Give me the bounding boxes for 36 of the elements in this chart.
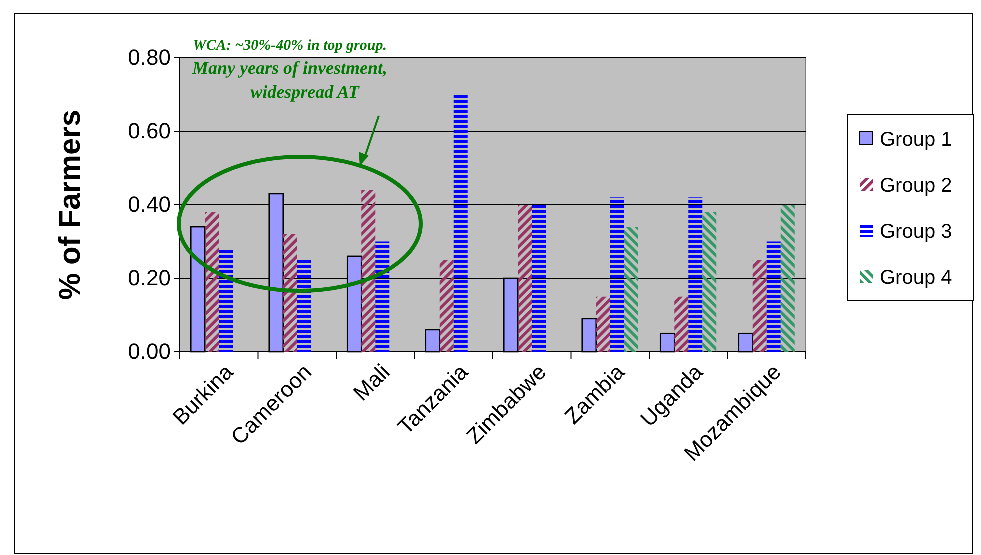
y-tick-label: 0.80 [128, 45, 171, 70]
bar [205, 212, 220, 352]
legend-label: Group 1 [880, 129, 952, 151]
legend-label: Group 4 [880, 267, 952, 289]
legend-label: Group 2 [880, 175, 952, 197]
bar [440, 260, 454, 352]
bar [297, 260, 312, 352]
annotation: widespread AT [250, 82, 360, 102]
bar [454, 94, 468, 352]
y-tick-label: 0.00 [128, 339, 171, 364]
bar [766, 242, 781, 352]
bar [425, 329, 441, 353]
bar [376, 242, 390, 352]
bar [518, 205, 532, 352]
bar [624, 227, 638, 352]
bar [610, 198, 624, 352]
bar [780, 205, 795, 352]
bar [660, 332, 676, 353]
annotation: Many years of investment, [192, 58, 388, 78]
text: WCA: ~30%-40% in top group. [193, 38, 387, 54]
bar [702, 212, 717, 352]
y-tick-label: 0.60 [128, 118, 171, 144]
bar [674, 296, 689, 352]
y-tick-label: 0.40 [128, 192, 171, 218]
bar [362, 190, 376, 352]
bar [688, 198, 703, 352]
bar [532, 205, 546, 352]
bar [596, 296, 610, 352]
bar [738, 332, 754, 353]
y-axis-title: % of Farmers [54, 110, 87, 300]
bar [219, 249, 234, 352]
y-tick-label: 0.20 [128, 266, 171, 291]
legend-label: Group 3 [880, 221, 952, 243]
bar [752, 260, 767, 352]
bar [283, 234, 298, 352]
bar [582, 318, 598, 353]
